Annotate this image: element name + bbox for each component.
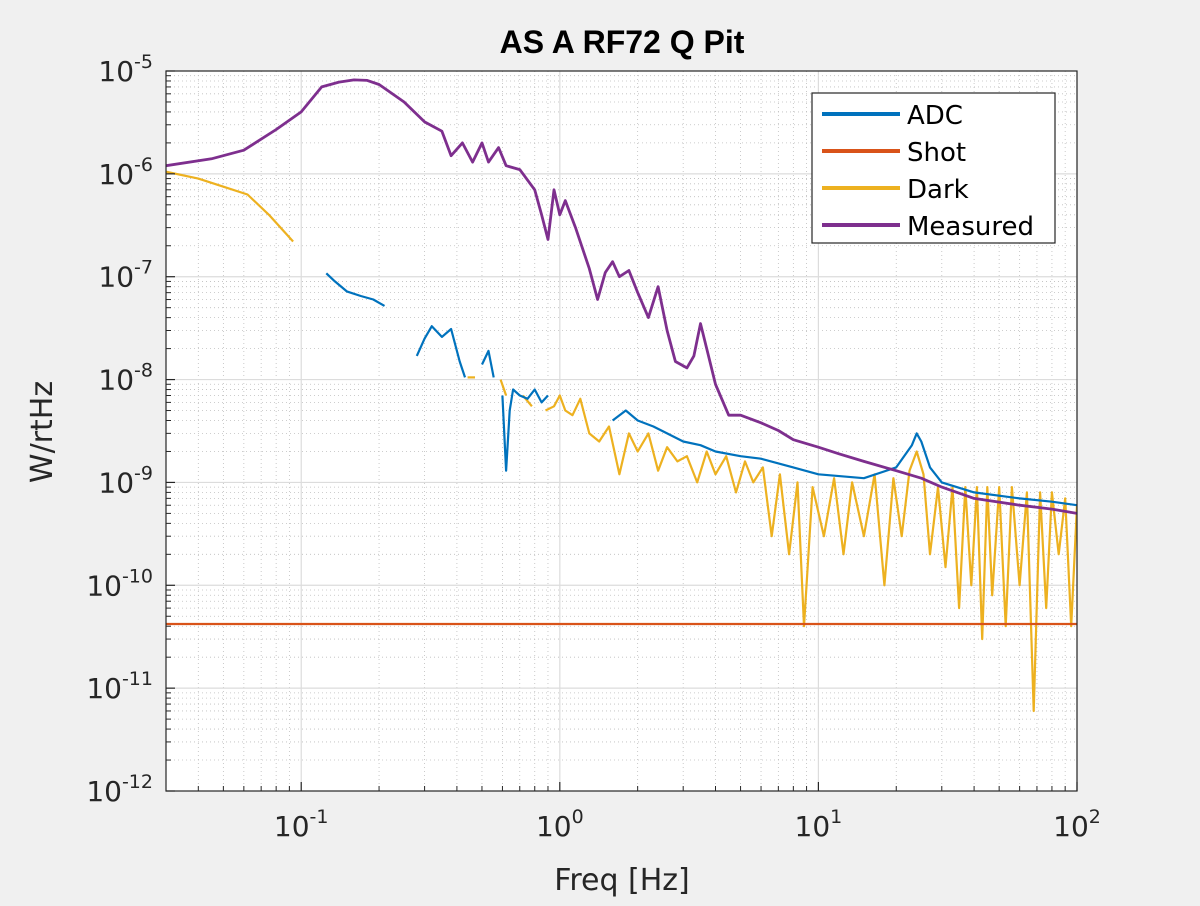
legend-label-adc: ADC <box>907 101 963 131</box>
chart-title: AS A RF72 Q Pit <box>500 24 745 60</box>
series-line-adc <box>611 409 1077 507</box>
y-tick-label: 10-11 <box>86 668 153 705</box>
series-line-adc <box>481 349 495 378</box>
series-layer <box>166 78 1077 713</box>
x-tick-label: 101 <box>795 806 843 843</box>
legend: ADC Shot Dark Measured <box>811 92 1056 244</box>
x-tick-label: 10-1 <box>274 806 329 843</box>
tick-labels: 10-1 100 101 102 10-12 10-11 10-10 10-9 10-8 10-7… <box>86 51 1101 843</box>
series-line-adc <box>415 325 467 378</box>
minor-grid <box>166 71 1077 791</box>
series-line-adc <box>501 388 549 472</box>
series-measured <box>166 78 1077 515</box>
x-tick-label: 102 <box>1053 806 1101 843</box>
y-tick-label: 10-8 <box>98 360 153 397</box>
y-tick-label: 10-6 <box>98 154 153 191</box>
series-line-measured <box>166 78 1077 515</box>
legend-box <box>811 92 1056 244</box>
plot-frame <box>165 70 1078 792</box>
y-tick-label: 10-10 <box>86 565 153 602</box>
series-line-adc <box>325 272 386 307</box>
legend-label-shot: Shot <box>907 138 966 168</box>
y-tick-label: 10-5 <box>98 51 153 88</box>
series-line-dark <box>499 379 508 396</box>
legend-label-measured: Measured <box>907 212 1034 242</box>
y-tick-label: 10-12 <box>86 771 153 808</box>
series-line-dark <box>545 394 1077 713</box>
x-tick-label: 100 <box>536 806 584 843</box>
axis-ticks <box>166 70 1078 792</box>
y-axis-label: W/rtHz <box>25 381 60 483</box>
y-tick-label: 10-7 <box>98 257 153 294</box>
series-adc <box>325 272 1077 507</box>
x-axis-label: Freq [Hz] <box>554 863 690 898</box>
legend-label-dark: Dark <box>907 175 969 205</box>
series-line-dark <box>166 170 294 243</box>
y-tick-label: 10-9 <box>98 462 153 499</box>
